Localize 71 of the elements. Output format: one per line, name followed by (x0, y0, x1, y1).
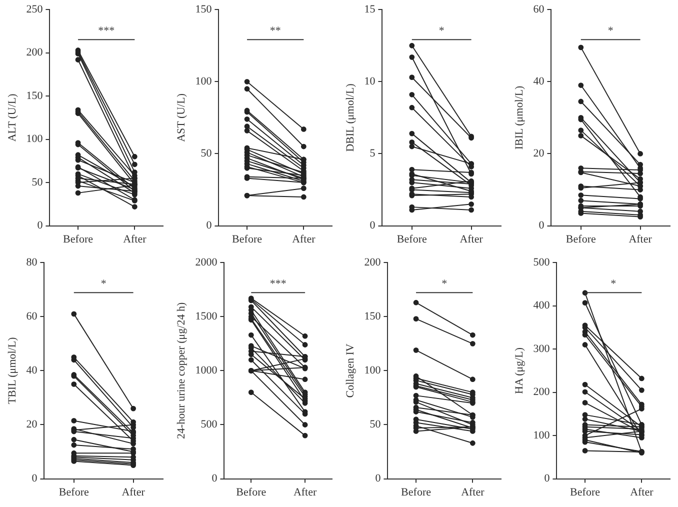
annotation: * (608, 24, 614, 37)
x-tick-label: Before (58, 486, 89, 498)
y-axis-title: 24-hour urine copper (μg/24 h) (175, 302, 188, 440)
y-tick-label: 60 (26, 310, 38, 323)
x-tick-label: Before (401, 486, 432, 498)
y-tick-label: 100 (364, 364, 382, 377)
y-axis-title: HA (μg/L) (513, 347, 526, 394)
y-tick-label: 250 (26, 3, 44, 16)
x-tick-label: After (628, 233, 652, 246)
y-tick-label: 100 (533, 429, 550, 442)
y-tick-label: 200 (364, 256, 382, 268)
x-tick-label: After (293, 486, 317, 498)
y-axis-title: IBIL (μmol/L) (513, 85, 526, 150)
y-tick-label: 0 (375, 472, 382, 485)
y-tick-label: 400 (533, 300, 550, 312)
x-tick-label: Before (232, 233, 262, 246)
y-tick-label: 300 (533, 342, 550, 355)
y-tick-label: 40 (26, 364, 38, 377)
y-tick-label: 0 (538, 220, 545, 232)
y-tick-label: 40 (533, 76, 545, 88)
x-tick-label: Before (236, 486, 266, 498)
y-tick-label: 150 (364, 310, 382, 323)
annotation: *** (98, 24, 115, 37)
annotation: * (442, 278, 448, 290)
y-tick-label: 100 (195, 76, 212, 88)
y-axis-title: DBIL (μmol/L) (344, 83, 356, 152)
annotation: ** (270, 24, 281, 37)
y-tick-label: 5 (370, 148, 376, 160)
y-tick-label: 150 (195, 3, 212, 16)
y-tick-label: 1000 (195, 364, 218, 377)
annotation: *** (270, 278, 286, 290)
y-tick-label: 50 (370, 418, 382, 431)
annotation: * (438, 24, 444, 37)
y-tick-label: 0 (370, 220, 376, 232)
y-tick-label: 0 (37, 220, 44, 232)
y-tick-label: 500 (200, 418, 218, 431)
y-tick-label: 15 (364, 3, 376, 16)
x-tick-label: After (461, 486, 485, 498)
y-tick-label: 500 (533, 256, 550, 268)
y-tick-label: 60 (533, 3, 545, 16)
x-tick-label: Before (570, 486, 600, 498)
y-axis-title: ALT (U/L) (6, 93, 18, 142)
x-tick-label: After (292, 233, 316, 246)
x-tick-label: Before (63, 233, 94, 246)
y-tick-label: 200 (26, 46, 44, 59)
y-tick-label: 100 (26, 133, 44, 146)
x-tick-label: Before (396, 233, 427, 246)
x-tick-label: After (122, 486, 146, 498)
y-axis-title: Collagen IV (344, 344, 356, 398)
y-tick-label: 20 (26, 418, 38, 431)
y-tick-label: 2000 (195, 256, 218, 268)
x-tick-label: After (123, 233, 147, 246)
y-tick-label: 50 (32, 176, 44, 188)
annotation: * (100, 278, 106, 290)
annotation: * (610, 278, 616, 290)
y-tick-label: 0 (544, 472, 550, 485)
y-tick-label: 10 (364, 76, 376, 88)
y-tick-label: 200 (533, 386, 550, 398)
y-tick-label: 150 (26, 90, 44, 102)
y-tick-label: 0 (32, 472, 38, 485)
y-tick-label: 0 (206, 220, 212, 232)
x-tick-label: Before (566, 233, 596, 246)
y-tick-label: 80 (26, 256, 38, 268)
y-tick-label: 1500 (195, 310, 218, 323)
y-axis-title: AST (U/L) (175, 93, 188, 142)
y-tick-label: 50 (200, 148, 212, 160)
y-tick-label: 20 (533, 148, 545, 160)
x-tick-label: After (460, 233, 484, 246)
y-axis-title: TBIL (μmol/L) (6, 336, 18, 404)
x-tick-label: After (630, 486, 654, 498)
y-tick-label: 0 (212, 472, 218, 485)
